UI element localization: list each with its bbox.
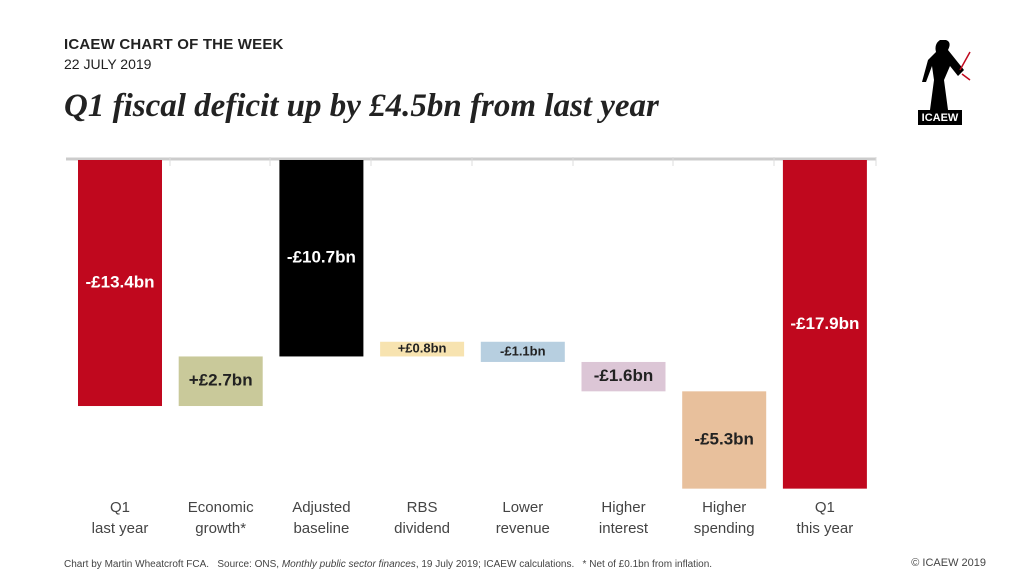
bar <box>78 160 162 407</box>
value-label: +£0.8bn <box>398 341 447 356</box>
x-tick-label: Adjusted baseline <box>292 499 351 537</box>
value-label: -£1.1bn <box>500 343 546 358</box>
bar <box>581 361 666 392</box>
x-tick-label: Q1 last year <box>91 499 149 537</box>
column-dividers <box>169 157 877 166</box>
bar <box>178 356 263 407</box>
x-tick-label: RBS dividend <box>394 499 451 537</box>
footer-suffix: , 19 July 2019; ICAEW calculations. * Ne… <box>415 559 713 570</box>
value-label: +£2.7bn <box>189 371 253 390</box>
value-label: -£1.6bn <box>594 366 654 385</box>
x-tick-label: Higher interest <box>598 499 649 537</box>
copyright: © ICAEW 2019 <box>911 557 986 569</box>
logo-text: ICAEW <box>922 112 959 124</box>
value-label: -£13.4bn <box>86 272 155 291</box>
chart-title: Q1 fiscal deficit up by £4.5bn from last… <box>64 88 659 124</box>
logo: ICAEW <box>918 40 971 125</box>
bar <box>480 341 565 362</box>
value-label: -£5.3bn <box>694 429 754 448</box>
footer-prefix: Chart by Martin Wheatcroft FCA. Source: … <box>64 559 282 570</box>
bar <box>782 160 867 489</box>
value-label: -£17.9bn <box>790 314 859 333</box>
bar <box>682 391 767 489</box>
bar <box>380 341 465 357</box>
footer: Chart by Martin Wheatcroft FCA. Source: … <box>64 559 712 570</box>
header: ICAEW CHART OF THE WEEK <box>64 36 284 53</box>
date: 22 JULY 2019 <box>64 56 152 72</box>
x-tick-label: Q1 this year <box>796 499 854 537</box>
footer-italic: Monthly public sector finances <box>281 559 416 570</box>
x-tick-label: Lower revenue <box>495 499 550 537</box>
value-label: -£10.7bn <box>287 248 356 267</box>
bar <box>279 160 364 357</box>
x-tick-label: Economic growth* <box>187 499 254 537</box>
x-tick-label: Higher spending <box>693 499 755 537</box>
